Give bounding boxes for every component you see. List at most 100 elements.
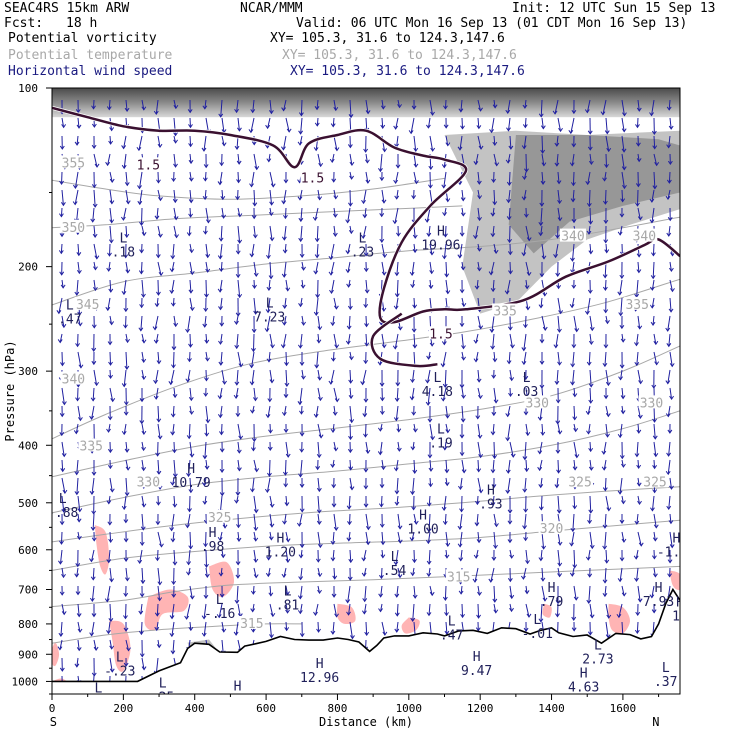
wind-arrowhead (492, 104, 498, 109)
wind-arrowhead (363, 503, 369, 508)
wind-vector (573, 585, 577, 600)
wind-vector (139, 549, 143, 564)
wind-vector (316, 243, 319, 258)
wind-vector (235, 315, 239, 325)
wind-vector (541, 423, 544, 436)
wind-vector (572, 189, 575, 202)
wind-arrowhead (586, 361, 592, 366)
wind-vector (188, 225, 191, 236)
theta-label-bg (567, 474, 594, 488)
wind-arrowhead (74, 573, 80, 578)
wind-vector (76, 207, 79, 222)
wind-vector (365, 621, 368, 636)
wind-arrowhead (667, 160, 673, 166)
wind-arrowhead (410, 490, 415, 496)
theta-contour-315 (52, 565, 680, 608)
wind-arrowhead (394, 195, 400, 200)
wind-vector (541, 585, 546, 601)
wind-arrowhead (410, 378, 415, 384)
wind-arrowhead (253, 526, 259, 532)
theta-label: 330 (526, 396, 549, 411)
wind-vector (573, 495, 576, 509)
wind-arrowhead (331, 593, 337, 598)
wind-arrowhead (330, 357, 336, 362)
wind-arrowhead (394, 628, 400, 633)
wind-vector (509, 333, 514, 348)
wind-vector (76, 135, 79, 145)
wind-arrowhead (364, 631, 370, 637)
wind-vector (493, 189, 496, 205)
wind-vector (364, 405, 367, 417)
wind-arrowhead (333, 106, 339, 112)
wind-arrowhead (345, 250, 351, 255)
wind-arrowhead (475, 500, 480, 506)
wind-vector (541, 135, 544, 154)
wind-arrowhead (91, 184, 97, 189)
wind-arrowhead (222, 380, 227, 385)
wind-arrowhead (635, 124, 640, 129)
wind-arrowhead (269, 201, 275, 206)
wind-arrowhead (569, 162, 575, 167)
wind-arrowhead (93, 646, 99, 651)
wind-vector (524, 441, 527, 460)
wind-vector (285, 531, 289, 542)
wind-vector (541, 315, 546, 331)
wind-vector (237, 603, 241, 617)
wind-arrowhead (315, 466, 321, 471)
wind-arrowhead (253, 574, 259, 579)
wind-vector (93, 189, 96, 208)
wind-arrowhead (313, 611, 318, 616)
wind-arrowhead (488, 271, 494, 276)
wind-vector (285, 495, 288, 506)
wind-arrowhead (493, 609, 499, 614)
wind-vector (332, 423, 335, 433)
theta-label: 350 (62, 221, 85, 236)
wind-arrowhead (459, 434, 465, 439)
wind-arrowhead (330, 557, 336, 562)
wind-arrowhead (234, 344, 240, 350)
wind-vector (397, 531, 401, 543)
wind-vector (332, 621, 335, 635)
wind-vector (189, 189, 192, 203)
wind-arrowhead (268, 211, 274, 217)
wind-vector (252, 99, 255, 113)
wind-vector (525, 261, 530, 276)
x-tick-label: 400 (185, 702, 205, 715)
wind-arrowhead (426, 612, 432, 617)
wind-arrowhead (121, 505, 127, 511)
wind-vector (396, 279, 399, 297)
wind-arrowhead (505, 159, 511, 164)
wind-vector (61, 279, 64, 288)
wind-vector (107, 297, 111, 311)
wind-vector (330, 261, 335, 276)
wind-arrowhead (444, 482, 450, 487)
wind-arrowhead (506, 199, 511, 204)
wind-vector (619, 567, 623, 582)
wind-arrowhead (216, 614, 222, 619)
wind-vector (285, 549, 289, 563)
wind-vector (155, 387, 159, 400)
wind-arrowhead (105, 161, 111, 167)
wind-vector (653, 153, 658, 166)
wind-arrowhead (506, 216, 512, 221)
wind-arrowhead (202, 455, 208, 460)
wind-arrowhead (380, 541, 386, 546)
wind-arrowhead (571, 284, 577, 289)
wind-arrowhead (218, 340, 223, 345)
wind-vector (653, 333, 657, 345)
wind-vector (506, 279, 511, 294)
wind-vector (492, 207, 495, 216)
pink-region (94, 525, 110, 575)
wind-vector (364, 585, 367, 602)
wind-vector (602, 99, 607, 115)
wind-arrowhead (109, 578, 115, 583)
wind-vector (187, 315, 191, 333)
wind-arrowhead (173, 132, 178, 137)
wind-arrowhead (397, 104, 402, 109)
wind-arrowhead (667, 429, 673, 434)
wind-vector (108, 99, 111, 110)
wind-arrowhead (285, 538, 291, 543)
wind-vector (381, 117, 384, 129)
wind-vector (493, 531, 497, 549)
wind-arrowhead (153, 379, 158, 385)
